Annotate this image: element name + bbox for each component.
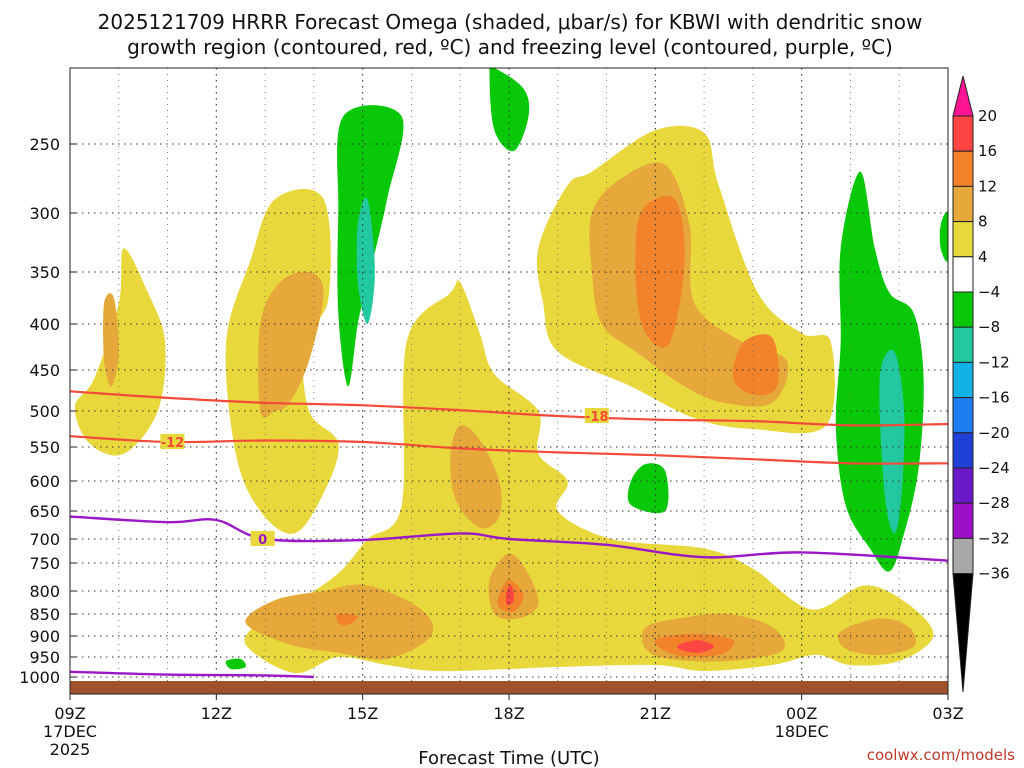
colorbar-label-0: 20 bbox=[978, 107, 997, 125]
colorbar-swatch-4 bbox=[952, 221, 974, 258]
omega-region-21 bbox=[627, 463, 669, 514]
omega-region-4 bbox=[258, 271, 324, 418]
colorbar-swatch-3 bbox=[952, 185, 974, 223]
dgz-label-minus18: -18 bbox=[585, 410, 609, 425]
colorbar-label-9: −20 bbox=[978, 424, 1010, 442]
omega-region-23 bbox=[939, 211, 948, 262]
x-axis-title: Forecast Time (UTC) bbox=[418, 748, 599, 768]
omega-region-13 bbox=[733, 334, 779, 396]
omega-region-22 bbox=[835, 171, 924, 572]
colorbar-swatch-12 bbox=[952, 502, 974, 539]
freezing-label-0-bg bbox=[250, 531, 275, 546]
y-tick-label-450: 450 bbox=[29, 361, 60, 380]
colorbar-label-2: 12 bbox=[978, 177, 997, 195]
x-tick-label-5: 00Z bbox=[786, 704, 817, 723]
dgz-contour-minus18 bbox=[70, 390, 948, 427]
colorbar-label-5: −4 bbox=[978, 283, 1000, 301]
colorbar-label-1: 16 bbox=[978, 142, 997, 160]
freezing-level-contour bbox=[70, 515, 948, 562]
colorbar-label-10: −24 bbox=[978, 459, 1010, 477]
dgz-label-minus12-bg bbox=[160, 433, 185, 449]
x-tick-year-0: 2025 bbox=[50, 740, 91, 759]
colorbar-swatch-14 bbox=[952, 573, 974, 693]
dgz-label-minus18-bg bbox=[584, 408, 609, 424]
omega-region-5 bbox=[450, 424, 502, 529]
y-tick-label-250: 250 bbox=[29, 135, 60, 154]
y-tick-label-850: 850 bbox=[29, 605, 60, 624]
y-tick-label-600: 600 bbox=[29, 472, 60, 491]
y-tick-label-750: 750 bbox=[29, 554, 60, 573]
omega-region-11 bbox=[103, 293, 119, 387]
freezing-level-contour-surface bbox=[70, 670, 314, 679]
freezing-label-0: 0 bbox=[258, 533, 267, 548]
x-tick-label-0: 09Z bbox=[54, 704, 85, 723]
y-tick-label-550: 550 bbox=[29, 438, 60, 457]
colorbar-swatch-9 bbox=[952, 397, 974, 434]
omega-region-24 bbox=[225, 658, 247, 670]
chart-title-line2: growth region (contoured, red, ºC) and f… bbox=[127, 35, 893, 59]
dgz-contour-minus12 bbox=[70, 435, 948, 465]
y-tick-label-300: 300 bbox=[29, 204, 60, 223]
omega-region-18 bbox=[505, 585, 515, 606]
colorbar-swatch-1 bbox=[952, 115, 974, 152]
omega-region-25 bbox=[356, 197, 375, 325]
colorbar-label-4: 4 bbox=[978, 248, 988, 266]
y-tick-label-650: 650 bbox=[29, 502, 60, 521]
colorbar-label-11: −28 bbox=[978, 494, 1010, 512]
x-tick-label-3: 18Z bbox=[493, 704, 524, 723]
colorbar-label-12: −32 bbox=[978, 529, 1010, 547]
colorbar-label-3: 8 bbox=[978, 213, 988, 231]
y-tick-label-500: 500 bbox=[29, 402, 60, 421]
y-tick-label-1000: 1000 bbox=[19, 668, 60, 687]
colorbar-swatch-2 bbox=[952, 150, 974, 187]
colorbar-swatch-11 bbox=[952, 467, 974, 504]
omega-region-2 bbox=[244, 279, 934, 674]
omega-region-12 bbox=[635, 196, 685, 348]
colorbar-label-13: −36 bbox=[978, 565, 1010, 583]
ground-strip bbox=[70, 681, 948, 694]
colorbar-label-6: −8 bbox=[978, 318, 1000, 336]
omega-region-10 bbox=[837, 618, 917, 655]
x-tick-label-6: 03Z bbox=[932, 704, 963, 723]
omega-region-17 bbox=[677, 640, 714, 653]
colorbar-swatch-0 bbox=[952, 75, 974, 117]
colorbar-label-8: −16 bbox=[978, 389, 1010, 407]
x-tick-date-5: 18DEC bbox=[775, 722, 829, 741]
x-tick-label-2: 15Z bbox=[347, 704, 378, 723]
omega-region-0 bbox=[74, 248, 166, 456]
x-tick-date-0: 17DEC bbox=[43, 722, 97, 741]
x-tick-label-4: 21Z bbox=[640, 704, 671, 723]
y-tick-label-350: 350 bbox=[29, 263, 60, 282]
y-tick-label-800: 800 bbox=[29, 582, 60, 601]
dgz-label-minus12: -12 bbox=[161, 436, 185, 451]
watermark: coolwx.com/models bbox=[867, 746, 1015, 764]
colorbar-swatch-13 bbox=[952, 537, 974, 575]
colorbar-swatch-8 bbox=[952, 361, 974, 399]
omega-region-26 bbox=[879, 349, 905, 534]
colorbar-label-7: −12 bbox=[978, 353, 1010, 371]
y-tick-label-400: 400 bbox=[29, 315, 60, 334]
omega-region-20 bbox=[489, 68, 530, 152]
colorbar-swatch-10 bbox=[952, 432, 974, 469]
colorbar-swatch-5 bbox=[952, 256, 974, 293]
omega-region-14 bbox=[336, 613, 359, 626]
y-tick-label-950: 950 bbox=[29, 648, 60, 667]
colorbar-swatch-6 bbox=[952, 291, 974, 328]
x-tick-label-1: 12Z bbox=[201, 704, 232, 723]
chart-title-line1: 2025121709 HRRR Forecast Omega (shaded, … bbox=[98, 10, 923, 34]
y-tick-label-900: 900 bbox=[29, 627, 60, 646]
colorbar-swatch-7 bbox=[952, 326, 974, 363]
y-tick-label-700: 700 bbox=[29, 530, 60, 549]
